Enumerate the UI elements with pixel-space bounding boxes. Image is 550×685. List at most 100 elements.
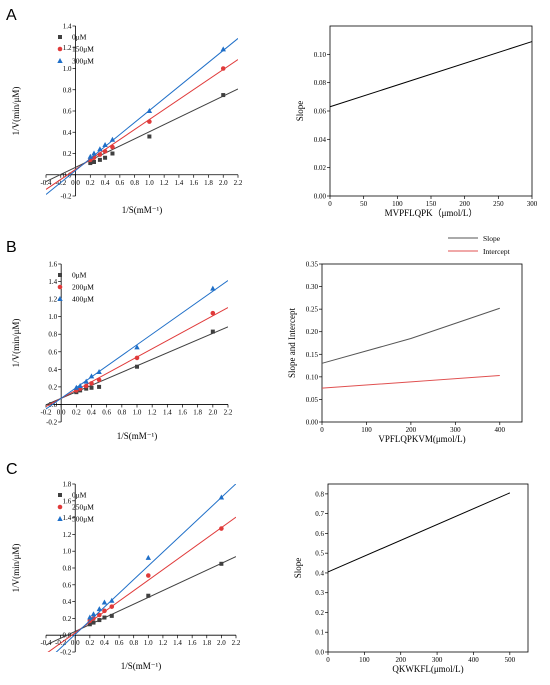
y-tick-label: 0.7 [315, 510, 324, 518]
x-tick-label: 300 [527, 200, 538, 208]
data-point-square [87, 622, 92, 627]
legend-marker-square [58, 273, 62, 277]
y-tick-label: 0.2 [48, 383, 57, 391]
data-point-triangle [146, 108, 153, 113]
y-tick-label: 0.1 [315, 629, 324, 637]
data-point-square [219, 561, 224, 566]
data-point-square [92, 160, 96, 164]
x-tick-label: 0.4 [101, 179, 110, 187]
y-tick-label: 0.8 [315, 490, 324, 498]
y-tick-label: 0.30 [306, 283, 319, 291]
chart-A-lineweaver: -0.4 -0.2 0.0 0.2 0.4 0.6 0.8 1.0 1.2 1.4 1.6 1.8 2.… [6, 7, 243, 215]
x-tick-label: 0.2 [72, 408, 81, 416]
data-point-square [210, 329, 215, 334]
fit-line-1 [47, 516, 236, 652]
legend-marker-square [58, 493, 62, 497]
legend-label: Slope [483, 234, 501, 243]
legend-marker-circle [57, 46, 63, 52]
x-tick-label: 1.4 [173, 639, 182, 647]
x-tick-label: 1.8 [202, 639, 211, 647]
data-point-triangle [77, 383, 83, 389]
legend-label: Intercept [483, 247, 511, 256]
legend-marker-circle [57, 284, 63, 290]
y-tick-label: 0.6 [315, 530, 324, 538]
x-tick-label: 50 [360, 200, 368, 208]
x-tick-label: 2.0 [219, 179, 228, 187]
fit-line-2 [55, 484, 236, 652]
y-tick-label: 0.00 [306, 419, 319, 427]
panel-label: B [6, 239, 17, 256]
legend-label: 250μM [72, 503, 94, 512]
fit-line-0 [46, 88, 238, 183]
data-point-triangle [96, 606, 103, 612]
y-tick-label: 1.8 [62, 481, 71, 489]
x-tick-label: 2.0 [208, 408, 217, 416]
x-tick-label: 500 [505, 656, 516, 664]
x-axis-label: 1/S(mM⁻¹) [122, 205, 162, 215]
y-tick-label: 0.02 [314, 164, 327, 172]
data-point-circle [102, 608, 107, 614]
x-tick-label: 300 [432, 656, 443, 664]
y-tick-label: -0.2 [60, 193, 72, 201]
x-tick-label: 0.6 [115, 639, 124, 647]
x-tick-label: 100 [392, 200, 403, 208]
x-tick-label: 0 [326, 656, 330, 664]
x-tick-label: 1.2 [159, 639, 168, 647]
data-point-triangle [145, 554, 152, 560]
y-tick-label: 1.6 [62, 497, 71, 505]
x-tick-label: 200 [395, 656, 406, 664]
x-tick-label: 1.2 [160, 179, 169, 187]
x-tick-label: 0.0 [71, 179, 80, 187]
y-tick-label: 0.8 [63, 86, 72, 94]
data-point-triangle [91, 150, 97, 156]
x-tick-label: 0.6 [115, 179, 124, 187]
data-point-square [89, 385, 94, 390]
y-tick-label: 0.10 [314, 51, 327, 59]
y-tick-label: -0.2 [60, 649, 72, 657]
data-point-circle [83, 383, 89, 389]
data-point-circle [220, 66, 226, 71]
legend-label: 500μM [72, 515, 94, 524]
data-point-circle [210, 310, 216, 316]
x-tick-label: 1.8 [204, 179, 213, 187]
x-tick-label: 1.0 [144, 639, 153, 647]
legend-label: 0μM [72, 271, 87, 280]
x-tick-label: 0 [320, 426, 324, 434]
data-point-circle [110, 144, 115, 150]
data-point-triangle [87, 614, 93, 620]
x-tick-label: 250 [493, 200, 504, 208]
x-tick-label: 0.8 [117, 408, 126, 416]
data-point-triangle [96, 368, 102, 374]
data-point-triangle [134, 344, 140, 350]
y-tick-label: 1.4 [48, 278, 57, 286]
x-tick-label: 100 [361, 426, 372, 434]
y-tick-label: 0.15 [306, 351, 319, 359]
x-tick-label: 1.6 [189, 179, 198, 187]
y-tick-label: 0.35 [306, 261, 319, 269]
data-point-square [109, 613, 114, 618]
x-tick-label: 0.2 [85, 639, 94, 647]
legend-marker-square [58, 35, 62, 39]
x-tick-label: 0.0 [57, 408, 66, 416]
data-point-square [91, 620, 96, 625]
y-tick-label: 0.6 [48, 348, 57, 356]
x-tick-label: 0.0 [71, 639, 80, 647]
y-tick-label: 0.0 [48, 401, 57, 409]
y-axis-label: Slope [295, 101, 305, 122]
data-point-square [88, 161, 93, 166]
chart-B-secondary: 0 100 200 300 400 0.00 0.05 0.10 0.15 0.20 0.25 0.3… [287, 234, 523, 444]
data-point-triangle [87, 153, 94, 159]
x-tick-label: 0 [328, 200, 332, 208]
x-tick-label: -0.2 [40, 408, 52, 416]
y-tick-label: 1.0 [62, 548, 71, 556]
y-tick-label: 0.04 [314, 136, 327, 144]
y-tick-label: 0.8 [48, 331, 57, 339]
y-tick-label: 0.4 [63, 129, 72, 137]
y-tick-label: 0.25 [306, 306, 319, 314]
data-point-triangle [73, 384, 80, 390]
data-point-triangle [101, 599, 108, 605]
x-tick-label: 100 [359, 656, 370, 664]
x-axis-label: MVPFLQPK（μmol/L） [385, 208, 478, 218]
y-tick-label: 1.2 [48, 296, 57, 304]
